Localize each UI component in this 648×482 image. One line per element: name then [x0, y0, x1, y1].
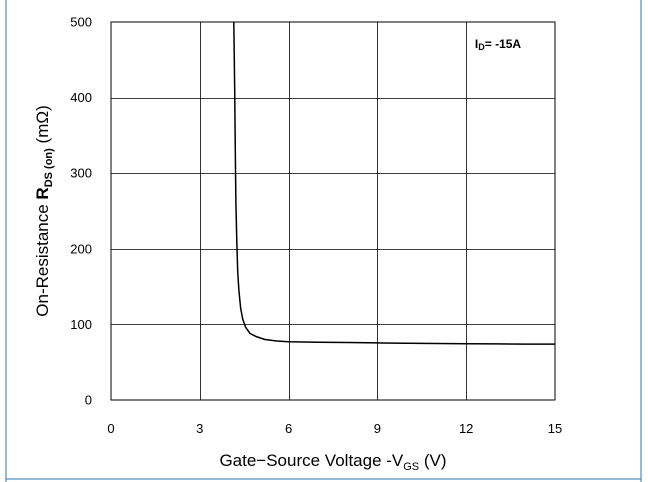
x-axis-title-prefix: Gate−Source Voltage -V: [219, 451, 403, 470]
y-axis-title-suffix: (mΩ): [33, 105, 52, 148]
x-tick-label: 15: [548, 421, 562, 436]
x-axis-title-suffix: (V): [419, 451, 446, 470]
y-tick-label: 300: [70, 166, 92, 181]
x-tick-label: 6: [285, 421, 292, 436]
y-axis-title: On-Resistance RDS (on) (mΩ): [33, 105, 55, 316]
y-axis-title-bold: R: [33, 187, 52, 199]
annotation-subscript: D: [478, 42, 485, 52]
plot-area-border: [110, 21, 556, 401]
x-tick-label: 9: [374, 421, 381, 436]
annotation-suffix: = -15A: [485, 37, 522, 51]
drain-current-annotation: ID= -15A: [475, 37, 522, 52]
y-tick-label: 100: [70, 317, 92, 332]
y-tick-label: 400: [70, 90, 92, 105]
x-tick-label: 12: [459, 421, 473, 436]
series-lines: [233, 21, 555, 345]
x-tick-label: 0: [107, 421, 114, 436]
x-tick-label: 3: [196, 421, 203, 436]
x-axis-title: Gate−Source Voltage -VGS (V): [219, 451, 446, 473]
grid-lines: [111, 22, 555, 400]
y-axis-title-subscript: DS (on): [43, 148, 55, 187]
x-axis-title-subscript: GS: [403, 461, 419, 473]
y-tick-label: 500: [70, 15, 92, 30]
y-axis-title-prefix: On-Resistance: [33, 200, 52, 317]
tick-labels: 0 3 6 9 12 15 0 100 200 300 400 500: [70, 15, 562, 437]
y-tick-label: 200: [70, 241, 92, 256]
rds-on-curve: [233, 21, 555, 345]
y-tick-label: 0: [85, 393, 92, 408]
annotation-prefix: I: [475, 37, 478, 51]
outer-frame: [5, 0, 642, 482]
